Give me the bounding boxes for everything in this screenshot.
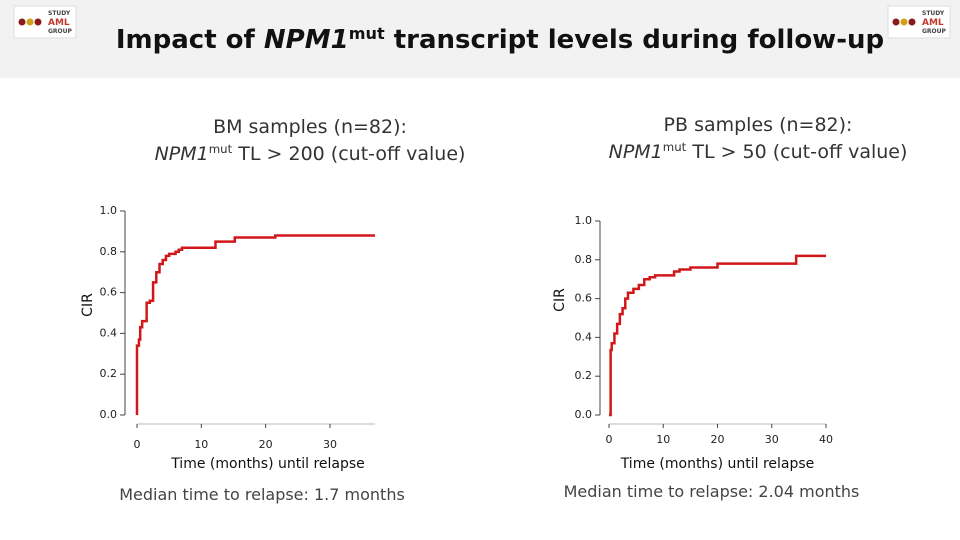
y-tick-label: 0.6 (575, 292, 593, 305)
x-tick-label: 10 (656, 433, 670, 446)
chart-subtitle-part: TL > 50 (cut-off value) (686, 141, 907, 163)
logo-dot (18, 18, 26, 26)
chart-subtitle-part: mut (663, 140, 687, 154)
logo-text: GROUP (48, 28, 73, 35)
cir-curve (135, 234, 375, 415)
y-tick-label: 0.2 (100, 367, 118, 380)
y-tick-label: 1.0 (100, 204, 118, 217)
logo-text: GROUP (922, 28, 947, 35)
logo-text: STUDY (48, 10, 71, 17)
logo-dot (34, 18, 42, 26)
y-tick-label: 0.6 (100, 286, 118, 299)
logo-dot (892, 18, 900, 26)
slide-title-part: mut (349, 24, 385, 43)
chart-subtitle-part: NPM1 (155, 143, 209, 165)
annotation: Median time to relapse: 1.7 months (119, 485, 405, 504)
y-tick-label: 1.0 (575, 214, 593, 227)
x-tick-label: 10 (194, 438, 208, 451)
y-tick-label: 0.4 (575, 330, 593, 343)
y-tick-label: 0.8 (100, 245, 118, 258)
logo-text: AML (922, 18, 944, 28)
y-tick-label: 0.4 (100, 326, 118, 339)
annotation: Median time to relapse: 2.04 months (564, 482, 860, 501)
chart-subtitle: NPM1mut TL > 200 (cut-off value) (155, 142, 466, 165)
slide-title-part: transcript levels during follow-up (385, 25, 884, 55)
x-tick-label: 40 (819, 433, 833, 446)
logo-dot (26, 18, 34, 26)
x-tick-label: 30 (323, 438, 337, 451)
y-tick-label: 0.0 (100, 408, 118, 421)
cir-curve (609, 254, 826, 417)
logo-dot (900, 18, 908, 26)
x-axis-label: Time (months) until relapse (170, 456, 365, 472)
slide-title-part: Impact of (116, 25, 264, 55)
y-axis-label: CIR (552, 288, 568, 312)
x-axis-label: Time (months) until relapse (620, 456, 815, 472)
logo-text: STUDY (922, 10, 945, 17)
header-band (0, 0, 960, 78)
slide-title: Impact of NPM1mut transcript levels duri… (116, 24, 884, 56)
x-tick-label: 0 (134, 438, 141, 451)
chart-title: PB samples (n=82): (664, 114, 853, 136)
logo-dot (908, 18, 916, 26)
x-tick-label: 20 (259, 438, 273, 451)
y-tick-label: 0.0 (575, 408, 593, 421)
chart-title: BM samples (n=82): (213, 116, 407, 138)
x-tick-label: 30 (765, 433, 779, 446)
y-axis-label: CIR (80, 293, 96, 317)
chart-subtitle-part: TL > 200 (cut-off value) (232, 143, 465, 165)
x-tick-label: 0 (606, 433, 613, 446)
chart-subtitle: NPM1mut TL > 50 (cut-off value) (609, 140, 908, 163)
chart-subtitle-part: mut (209, 142, 233, 156)
y-tick-label: 0.8 (575, 253, 593, 266)
x-tick-label: 20 (711, 433, 725, 446)
y-tick-label: 0.2 (575, 369, 593, 382)
slide-title-part: NPM1 (264, 25, 349, 55)
logo-text: AML (48, 18, 70, 28)
chart-subtitle-part: NPM1 (609, 141, 663, 163)
